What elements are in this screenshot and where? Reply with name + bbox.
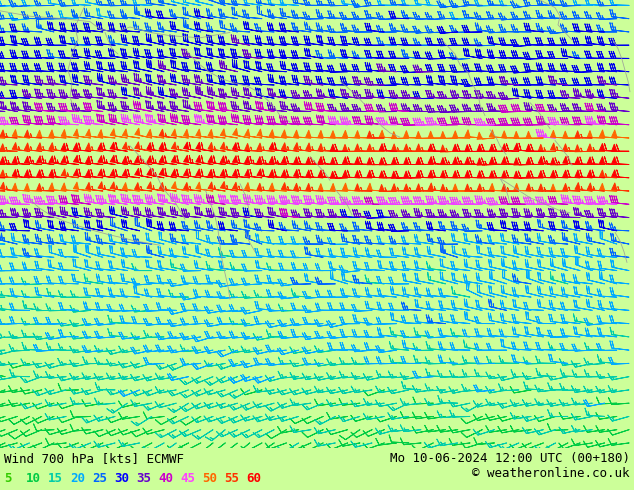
Text: 15: 15 [48, 472, 63, 485]
Text: 45: 45 [180, 472, 195, 485]
Text: 35: 35 [136, 472, 151, 485]
Text: 50: 50 [202, 472, 217, 485]
Text: Mo 10-06-2024 12:00 UTC (00+180): Mo 10-06-2024 12:00 UTC (00+180) [390, 452, 630, 466]
Text: Wind 700 hPa [kts] ECMWF: Wind 700 hPa [kts] ECMWF [4, 452, 184, 466]
Text: 40: 40 [158, 472, 173, 485]
Text: © weatheronline.co.uk: © weatheronline.co.uk [472, 467, 630, 480]
Text: 55: 55 [224, 472, 239, 485]
Text: 60: 60 [246, 472, 261, 485]
Text: 20: 20 [70, 472, 85, 485]
Text: 25: 25 [92, 472, 107, 485]
Text: 10: 10 [26, 472, 41, 485]
Text: 30: 30 [114, 472, 129, 485]
Text: 5: 5 [4, 472, 11, 485]
